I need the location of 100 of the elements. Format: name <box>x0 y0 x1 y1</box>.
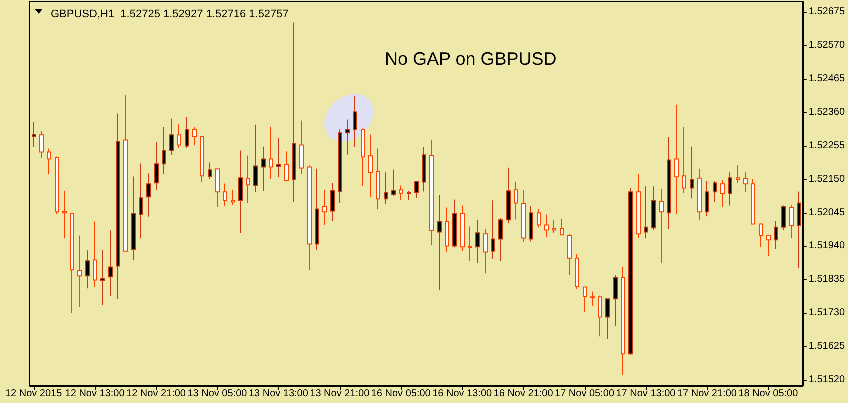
candlestick <box>613 275 618 327</box>
candlestick <box>238 150 243 234</box>
y-tick-label: 1.51625 <box>808 341 846 352</box>
x-tick-label: 18 Nov 05:00 <box>738 388 799 400</box>
candlestick <box>774 220 778 250</box>
candlestick <box>544 214 549 238</box>
candlestick <box>208 162 212 180</box>
candlestick <box>529 206 533 242</box>
candlestick <box>253 124 258 193</box>
candlestick <box>789 204 794 240</box>
candlestick <box>231 189 235 206</box>
candlestick <box>498 218 503 262</box>
candlestick <box>514 181 518 220</box>
candlestick <box>185 116 189 149</box>
x-tick-label: 12 Nov 2015 <box>5 388 63 400</box>
candlestick <box>605 298 610 340</box>
candlestick <box>407 190 411 201</box>
candlestick <box>583 286 587 313</box>
candlestick <box>123 94 128 252</box>
candlestick <box>781 205 786 231</box>
y-tick-label: 1.51940 <box>808 240 846 252</box>
candlestick <box>338 129 342 204</box>
candlestick <box>93 221 97 288</box>
y-tick-label: 1.51730 <box>808 308 846 319</box>
y-tick-label: 1.52675 <box>808 6 846 18</box>
candlestick <box>736 165 740 184</box>
candlestick <box>261 146 266 192</box>
candlestick <box>552 220 556 234</box>
candlestick <box>322 189 327 226</box>
candlestick <box>720 179 725 208</box>
candlestick <box>376 148 380 210</box>
x-tick-label: 17 Nov 21:00 <box>677 388 738 400</box>
candlestick <box>62 190 67 240</box>
candlestick <box>429 139 434 246</box>
x-tick-label: 13 Nov 05:00 <box>188 388 248 400</box>
candlestick <box>621 266 625 376</box>
candlestick <box>682 126 686 194</box>
candlestick <box>269 126 273 180</box>
candlestick <box>55 156 59 215</box>
candlestick <box>590 291 595 307</box>
candlestick <box>368 134 373 198</box>
annotation: No GAP on GBPUSD <box>385 49 557 69</box>
candlestick <box>299 120 304 175</box>
x-tick-label: 17 Nov 13:00 <box>616 388 676 400</box>
candlestick <box>460 205 465 252</box>
candlestick <box>705 180 709 218</box>
candlestick <box>560 218 564 236</box>
candlestick <box>713 180 717 202</box>
candlestick <box>399 185 403 201</box>
candlestick <box>169 118 174 156</box>
candlestick <box>766 234 771 257</box>
candlestick <box>667 136 671 230</box>
candlestick <box>70 212 74 314</box>
candlestick <box>651 186 656 231</box>
candlestick <box>537 208 541 228</box>
y-tick-label: 1.52360 <box>808 106 846 118</box>
x-tick-label: 17 Nov 05:00 <box>555 388 615 400</box>
candlestick <box>47 148 51 176</box>
x-tick-label: 13 Nov 21:00 <box>310 388 370 400</box>
y-tick-label: 1.52150 <box>808 174 846 185</box>
candlestick <box>85 250 90 290</box>
x-tick-label: 16 Nov 05:00 <box>371 388 432 400</box>
candlestick <box>154 142 159 190</box>
candlestick <box>131 176 136 262</box>
candlestick <box>192 126 197 146</box>
candlestick <box>728 172 732 206</box>
candlestick <box>628 188 633 356</box>
candlestick <box>345 119 350 156</box>
candlestick <box>452 199 457 248</box>
candlestick <box>575 254 579 290</box>
candlestick <box>567 234 572 276</box>
x-tick-label: 16 Nov 21:00 <box>494 388 554 400</box>
candlestick <box>139 163 143 240</box>
candlestick <box>697 168 702 221</box>
text: GBPUSD,H1 1.52725 1.52927 1.52716 1.52757 <box>51 8 289 20</box>
candlestick <box>246 155 250 204</box>
candlestick <box>644 186 648 240</box>
candlestick <box>468 226 472 262</box>
candlestick <box>414 180 419 199</box>
candlestick <box>39 130 44 159</box>
candlestick <box>292 22 296 203</box>
candlestick <box>659 188 664 264</box>
y-tick-label: 1.51520 <box>808 374 846 386</box>
candlestick <box>307 165 312 271</box>
candlestick <box>636 173 641 238</box>
candlestick <box>445 207 449 253</box>
candlestick <box>674 104 679 215</box>
x-tick-label: 12 Nov 21:00 <box>126 388 186 400</box>
candlestick <box>521 190 526 243</box>
candlestick <box>361 128 365 187</box>
candlestick <box>797 191 801 269</box>
candlestick <box>116 113 120 300</box>
x-tick-label: 13 Nov 13:00 <box>248 388 309 400</box>
candlestick <box>437 194 442 291</box>
candlestick <box>353 95 357 148</box>
candlestick <box>177 123 181 149</box>
candlestick <box>506 167 511 224</box>
candlestick <box>200 136 204 184</box>
y-tick-label: 1.52255 <box>808 140 846 152</box>
candlestick <box>276 137 281 178</box>
